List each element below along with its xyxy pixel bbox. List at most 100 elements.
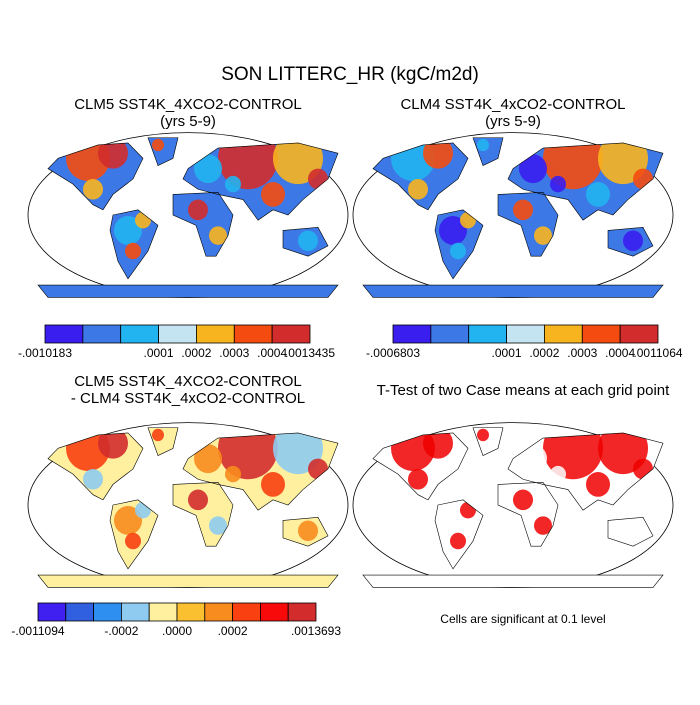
colorbar-label: .0002 [218, 624, 248, 638]
colorbar-box [65, 602, 95, 622]
colorbar-box [506, 324, 545, 344]
field-patch [534, 226, 552, 245]
map [352, 132, 674, 298]
field-patch [209, 516, 227, 535]
coastline [37, 427, 339, 588]
field-patch [439, 216, 467, 245]
field-patch [152, 428, 164, 442]
colorbar-label: .0000 [162, 624, 192, 638]
field-patch [152, 138, 164, 152]
field-patch [188, 199, 208, 221]
field-patch [534, 516, 552, 535]
field-patch [623, 520, 643, 542]
colorbar-box [392, 324, 432, 344]
field-patch [209, 226, 227, 245]
field-patch [519, 154, 547, 184]
colorbar-label: .0004 [257, 346, 287, 360]
field-patch [225, 175, 241, 193]
panel-title: CLM5 SST4K_4XCO2-CONTROL [74, 96, 302, 113]
colorbar-box [259, 602, 289, 622]
note: Cells are significant at 0.1 level [440, 612, 605, 626]
colorbar-label: .0001 [492, 346, 522, 360]
colorbar-label: .0001 [144, 346, 174, 360]
field-patch [98, 137, 128, 169]
colorbar-box [468, 324, 507, 344]
colorbar-label: -.0006803 [366, 346, 420, 360]
panel-subtitle: (yrs 5-9) [160, 113, 216, 130]
field-patch [519, 444, 547, 474]
colorbar-box [44, 324, 84, 344]
field-patch [114, 506, 142, 535]
colorbar-box [120, 324, 159, 344]
field-patch [298, 520, 318, 542]
panel-title: CLM4 SST4K_4xCO2-CONTROL [400, 96, 625, 113]
field-patch [586, 472, 610, 497]
field-patch [83, 178, 103, 200]
map [27, 132, 349, 298]
colorbar-label: .0003 [567, 346, 597, 360]
field-patch [261, 182, 285, 207]
field-patch [623, 230, 643, 252]
field-patch [477, 138, 489, 152]
panel-title: CLM5 SST4K_4XCO2-CONTROL [74, 373, 302, 390]
field-patch [125, 532, 141, 550]
field-patch [550, 175, 566, 193]
colorbar-box [196, 324, 235, 344]
map [352, 422, 674, 588]
map [27, 422, 349, 588]
field-patch [194, 444, 222, 474]
figure-title: SON LITTERC_HR (kgC/m2d) [221, 64, 479, 85]
field-patch [408, 178, 428, 200]
colorbar: -.0010183 .0001 .0002 .0003 .0004.0013435 [18, 324, 335, 360]
field-patch [513, 489, 533, 511]
colorbar-box [204, 602, 234, 622]
colorbar-box [232, 602, 261, 622]
colorbar-label: -.0010183 [18, 346, 72, 360]
field-patch [450, 532, 466, 550]
field-patch [194, 154, 222, 184]
colorbar: -.0011094 -.0002 .0000 .0002 .0013693 [11, 602, 341, 638]
colorbar-label: -.0002 [104, 624, 138, 638]
colorbar-label: .0011064 [633, 346, 682, 360]
colorbar-box [544, 324, 583, 344]
field-patch [423, 137, 453, 169]
field-patch [550, 465, 566, 483]
field-patch [408, 468, 428, 490]
field-patch [125, 242, 141, 260]
colorbar-box [121, 602, 150, 622]
field-patch [98, 427, 128, 459]
colorbar-label: .0002 [529, 346, 559, 360]
panel-title: T-Test of two Case means at each grid po… [377, 382, 670, 399]
colorbar-box [93, 602, 122, 622]
field-patch [188, 489, 208, 511]
coastline [362, 137, 664, 298]
panel-subtitle: - CLM4 SST4K_4xCO2-CONTROL [71, 390, 305, 407]
field-patch [477, 428, 489, 442]
colorbar-label: .0013435 [285, 346, 335, 360]
colorbar-box [619, 324, 659, 344]
colorbar-label: .0013693 [291, 624, 341, 638]
coastline [37, 137, 339, 298]
field-patch [586, 182, 610, 207]
field-patch [513, 199, 533, 221]
field-patch [83, 468, 103, 490]
colorbar-label: -.0011094 [11, 624, 64, 638]
colorbar: -.0006803 .0001 .0002 .0003 .0004.0011064 [366, 324, 683, 360]
field-patch [114, 216, 142, 245]
colorbar-box [148, 602, 178, 622]
field-patch [439, 506, 467, 535]
field-patch [261, 472, 285, 497]
field-patch [450, 242, 466, 260]
panel-subtitle: (yrs 5-9) [485, 113, 541, 130]
colorbar-box [233, 324, 273, 344]
field-patch [225, 465, 241, 483]
colorbar-box [287, 602, 317, 622]
coastline [362, 427, 664, 588]
colorbar-label: .0002 [181, 346, 211, 360]
field-patch [298, 230, 318, 252]
field-patch [423, 427, 453, 459]
colorbar-box [271, 324, 311, 344]
colorbar-box [82, 324, 122, 344]
colorbar-label: .0003 [219, 346, 249, 360]
